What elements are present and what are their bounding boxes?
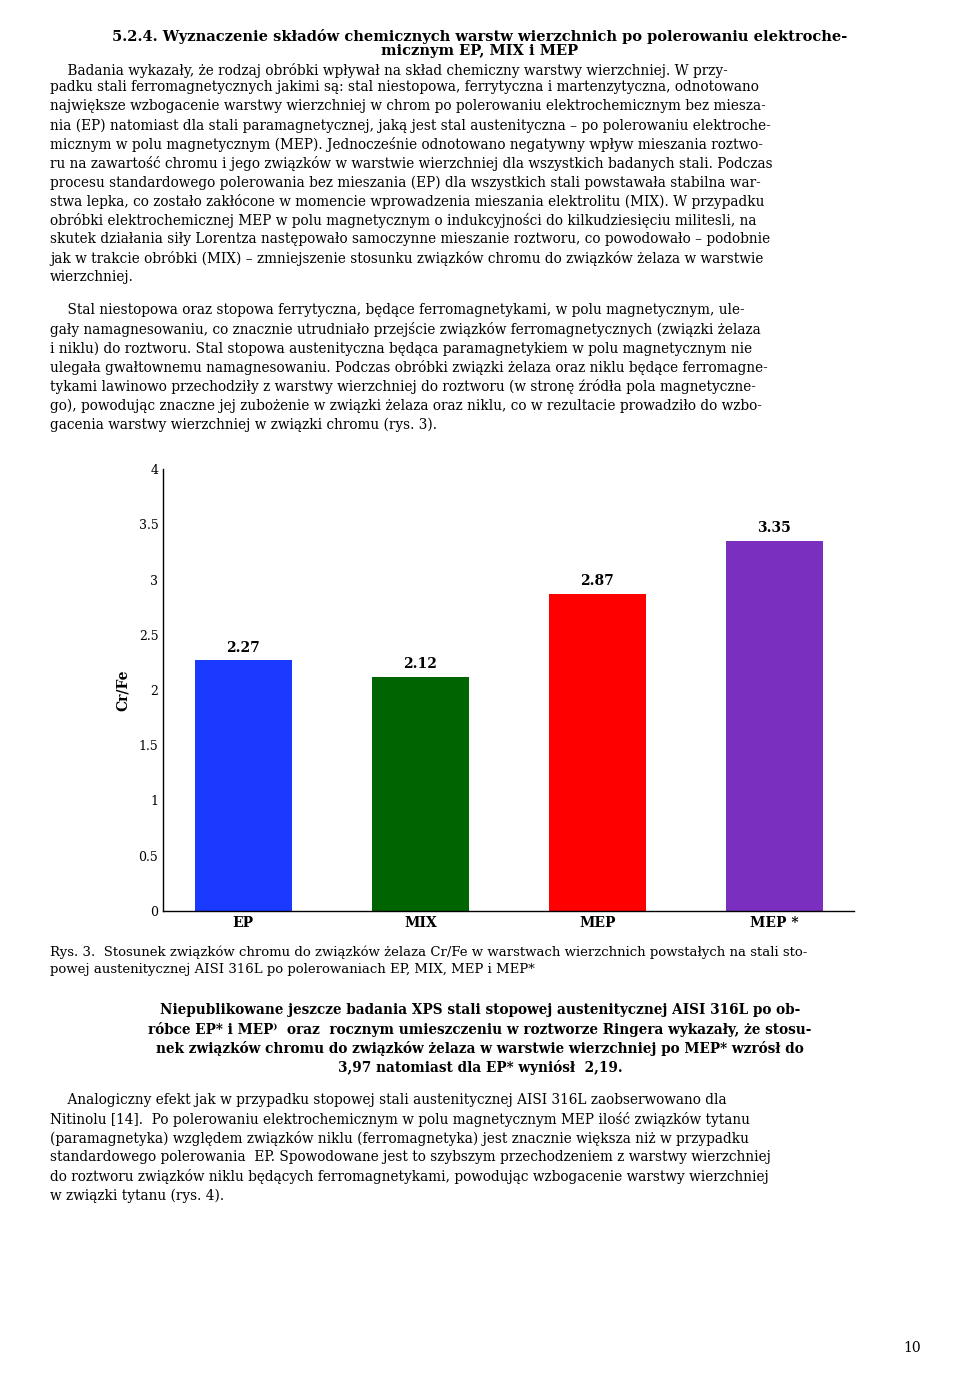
Text: 2.12: 2.12 (403, 657, 437, 671)
Text: tykami lawinowo przechodziły z warstwy wierzchniej do roztworu (w stronę źródła : tykami lawinowo przechodziły z warstwy w… (50, 380, 756, 395)
Text: Niepublikowane jeszcze badania XPS stali stopowej austenitycznej AISI 316L po ob: Niepublikowane jeszcze badania XPS stali… (160, 1003, 800, 1017)
Text: ru na zawartość chromu i jego związków w warstwie wierzchniej dla wszystkich bad: ru na zawartość chromu i jego związków w… (50, 156, 773, 171)
Text: do roztworu związków niklu będących ferromagnetykami, powodując wzbogacenie wars: do roztworu związków niklu będących ferr… (50, 1169, 769, 1184)
Bar (372, 676, 469, 911)
Bar (548, 593, 646, 911)
Text: padku stali ferromagnetycznych jakimi są: stal niestopowa, ferrytyczna i martenz: padku stali ferromagnetycznych jakimi są… (50, 80, 758, 94)
Y-axis label: Cr/Fe: Cr/Fe (116, 669, 131, 711)
Text: micznym EP, MIX i MEP: micznym EP, MIX i MEP (381, 44, 579, 58)
Text: róbce EP* i MEP⁾  oraz  rocznym umieszczeniu w roztworze Ringera wykazały, że st: róbce EP* i MEP⁾ oraz rocznym umieszczen… (148, 1023, 812, 1038)
Text: go), powodując znaczne jej zubożenie w związki żelaza oraz niklu, co w rezultaci: go), powodując znaczne jej zubożenie w z… (50, 399, 762, 413)
Bar (726, 541, 823, 911)
Text: ulegała gwałtownemu namagnesowaniu. Podczas obróbki związki żelaza oraz niklu bę: ulegała gwałtownemu namagnesowaniu. Podc… (50, 360, 768, 375)
Text: 3,97 natomiast dla EP* wyniósł  2,19.: 3,97 natomiast dla EP* wyniósł 2,19. (338, 1060, 622, 1075)
Text: i niklu) do roztworu. Stal stopowa austenityczna będąca paramagnetykiem w polu m: i niklu) do roztworu. Stal stopowa auste… (50, 341, 752, 356)
Text: 2.87: 2.87 (581, 574, 614, 588)
Text: micznym w polu magnetycznym (MEP). Jednocześnie odnotowano negatywny wpływ miesz: micznym w polu magnetycznym (MEP). Jedno… (50, 137, 763, 152)
Text: 2.27: 2.27 (227, 640, 260, 654)
Text: Nitinolu [14].  Po polerowaniu elektrochemicznym w polu magnetycznym MEP ilość z: Nitinolu [14]. Po polerowaniu elektroche… (50, 1112, 750, 1127)
Text: procesu standardowego polerowania bez mieszania (EP) dla wszystkich stali powsta: procesu standardowego polerowania bez mi… (50, 175, 760, 189)
Text: nia (EP) natomiast dla stali paramagnetycznej, jaką jest stal austenityczna – po: nia (EP) natomiast dla stali paramagnety… (50, 119, 771, 132)
Text: stwa lepka, co zostało zakłócone w momencie wprowadzenia mieszania elektrolitu (: stwa lepka, co zostało zakłócone w momen… (50, 195, 764, 210)
Text: wierzchniej.: wierzchniej. (50, 270, 133, 284)
Text: w związki tytanu (rys. 4).: w związki tytanu (rys. 4). (50, 1188, 224, 1203)
Text: 10: 10 (903, 1341, 921, 1355)
Text: 3.35: 3.35 (757, 522, 791, 535)
Text: Stal niestopowa oraz stopowa ferrytyczna, będące ferromagnetykami, w polu magnet: Stal niestopowa oraz stopowa ferrytyczna… (50, 304, 745, 317)
Text: Badania wykazały, że rodzaj obróbki wpływał na skład chemiczny warstwy wierzchni: Badania wykazały, że rodzaj obróbki wpły… (50, 63, 728, 79)
Text: największe wzbogacenie warstwy wierzchniej w chrom po polerowaniu elektrochemicz: największe wzbogacenie warstwy wierzchni… (50, 99, 766, 113)
Text: Rys. 3.  Stosunek związków chromu do związków żelaza Cr/Fe w warstwach wierzchni: Rys. 3. Stosunek związków chromu do zwią… (50, 945, 807, 959)
Text: (paramagnetyka) względem związków niklu (ferromagnetyka) jest znacznie większa n: (paramagnetyka) względem związków niklu … (50, 1132, 749, 1147)
Text: skutek działania siły Lorentza następowało samoczynne mieszanie roztworu, co pow: skutek działania siły Lorentza następowa… (50, 232, 770, 247)
Text: gacenia warstwy wierzchniej w związki chromu (rys. 3).: gacenia warstwy wierzchniej w związki ch… (50, 418, 437, 432)
Text: jak w trakcie obróbki (MIX) – zmniejszenie stosunku związków chromu do związków : jak w trakcie obróbki (MIX) – zmniejszen… (50, 251, 763, 266)
Text: gały namagnesowaniu, co znacznie utrudniało przejście związków ferromagnetycznyc: gały namagnesowaniu, co znacznie utrudni… (50, 323, 760, 337)
Text: obróbki elektrochemicznej MEP w polu magnetycznym o indukcyjności do kilkudziesi: obróbki elektrochemicznej MEP w polu mag… (50, 214, 756, 228)
Bar (195, 660, 292, 911)
Text: nek związków chromu do związków żelaza w warstwie wierzchniej po MEP* wzrósł do: nek związków chromu do związków żelaza w… (156, 1042, 804, 1056)
Text: powej austenitycznej AISI 316L po polerowaniach EP, MIX, MEP i MEP*: powej austenitycznej AISI 316L po polero… (50, 963, 535, 976)
Text: 5.2.4. Wyznaczenie składów chemicznych warstw wierzchnich po polerowaniu elektro: 5.2.4. Wyznaczenie składów chemicznych w… (112, 29, 848, 44)
Text: Analogiczny efekt jak w przypadku stopowej stali austenitycznej AISI 316L zaobse: Analogiczny efekt jak w przypadku stopow… (50, 1093, 727, 1107)
Text: standardowego polerowania  EP. Spowodowane jest to szybszym przechodzeniem z war: standardowego polerowania EP. Spowodowan… (50, 1151, 771, 1165)
